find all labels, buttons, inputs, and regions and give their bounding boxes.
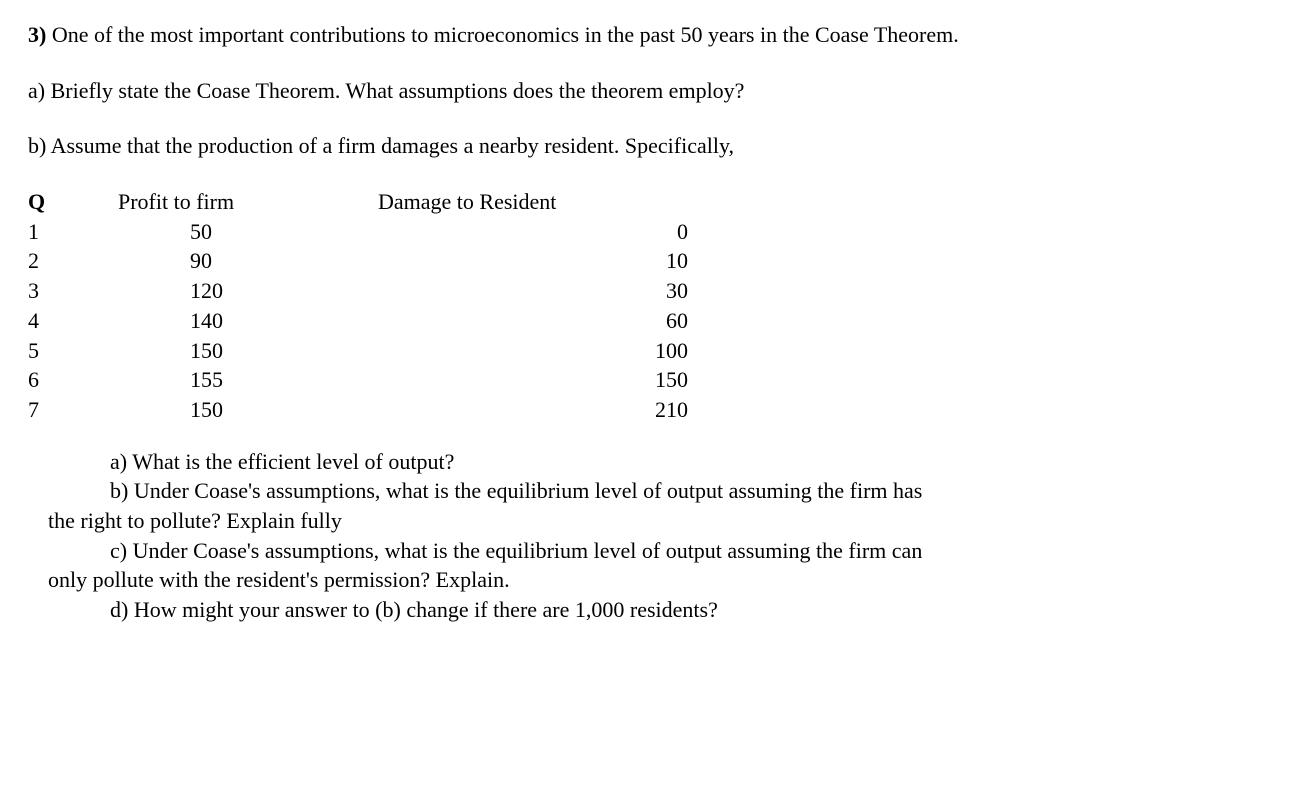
question-number: 3) bbox=[28, 22, 46, 47]
table-header-row: Q Profit to firm Damage to Resident bbox=[28, 187, 688, 217]
header-q: Q bbox=[28, 187, 118, 217]
sub-b-line1: b) Under Coase's assumptions, what is th… bbox=[48, 476, 1288, 506]
table-row: 3 120 30 bbox=[28, 276, 688, 306]
cell-q: 3 bbox=[28, 276, 118, 306]
cell-q: 7 bbox=[28, 395, 118, 425]
cell-profit: 140 bbox=[118, 306, 378, 336]
data-table: Q Profit to firm Damage to Resident 1 50… bbox=[28, 187, 1288, 425]
cell-q: 2 bbox=[28, 246, 118, 276]
sub-a: a) What is the efficient level of output… bbox=[48, 447, 1288, 477]
question-intro-text: One of the most important contributions … bbox=[46, 22, 958, 47]
sub-b-line2: the right to pollute? Explain fully bbox=[48, 506, 1288, 536]
sub-c-line1: c) Under Coase's assumptions, what is th… bbox=[48, 536, 1288, 566]
table-row: 6 155 150 bbox=[28, 365, 688, 395]
table-row: 7 150 210 bbox=[28, 395, 688, 425]
cell-profit: 50 bbox=[118, 217, 378, 247]
cell-damage: 10 bbox=[378, 246, 688, 276]
cell-q: 5 bbox=[28, 336, 118, 366]
cell-damage: 30 bbox=[378, 276, 688, 306]
cell-q: 4 bbox=[28, 306, 118, 336]
cell-profit: 150 bbox=[118, 395, 378, 425]
table-row: 5 150 100 bbox=[28, 336, 688, 366]
cell-profit: 155 bbox=[118, 365, 378, 395]
part-a: a) Briefly state the Coase Theorem. What… bbox=[28, 76, 1288, 106]
cell-damage: 210 bbox=[378, 395, 688, 425]
cell-damage: 100 bbox=[378, 336, 688, 366]
sub-questions: a) What is the efficient level of output… bbox=[28, 447, 1288, 625]
header-profit: Profit to firm bbox=[118, 187, 378, 217]
cell-q: 1 bbox=[28, 217, 118, 247]
table-row: 4 140 60 bbox=[28, 306, 688, 336]
part-b: b) Assume that the production of a firm … bbox=[28, 131, 1288, 161]
table-row: 2 90 10 bbox=[28, 246, 688, 276]
sub-d: d) How might your answer to (b) change i… bbox=[48, 595, 1288, 625]
cell-damage: 60 bbox=[378, 306, 688, 336]
cell-damage: 150 bbox=[378, 365, 688, 395]
cell-profit: 120 bbox=[118, 276, 378, 306]
header-damage: Damage to Resident bbox=[378, 187, 688, 217]
cell-profit: 150 bbox=[118, 336, 378, 366]
question-3-intro: 3) One of the most important contributio… bbox=[28, 20, 1288, 50]
sub-c-line2: only pollute with the resident's permiss… bbox=[48, 565, 1288, 595]
table-row: 1 50 0 bbox=[28, 217, 688, 247]
cell-damage: 0 bbox=[378, 217, 688, 247]
cell-q: 6 bbox=[28, 365, 118, 395]
cell-profit: 90 bbox=[118, 246, 378, 276]
